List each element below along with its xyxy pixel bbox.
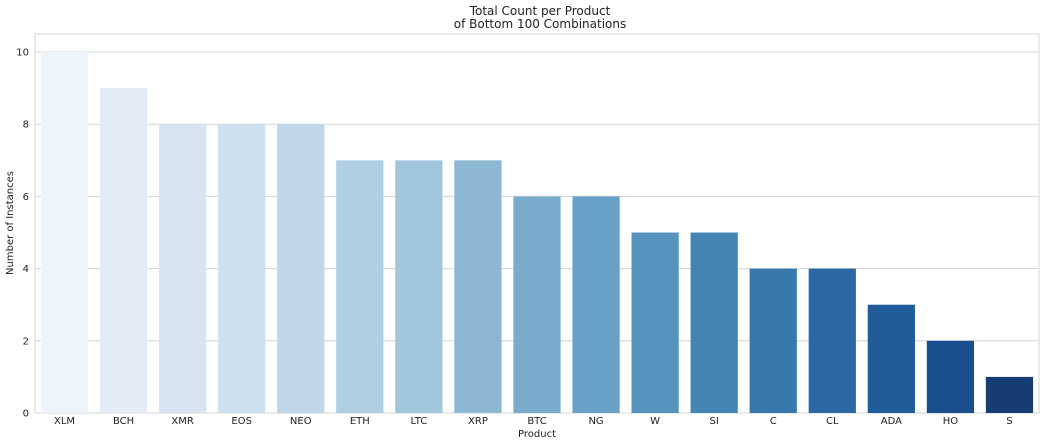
x-tick-label-xmr: XMR [171, 416, 193, 427]
bar-cl [808, 268, 856, 413]
bar-s [985, 376, 1034, 413]
x-tick-label-cl: CL [826, 416, 839, 427]
bar-c [749, 268, 797, 413]
bar-neo [277, 124, 325, 413]
bar-w [631, 232, 679, 413]
x-tick-label-w: W [650, 416, 660, 427]
x-tick-label-eos: EOS [231, 416, 252, 427]
x-tick-label-ng: NG [588, 416, 603, 427]
bar-btc [513, 196, 561, 413]
y-tick-label: 0 [23, 409, 29, 420]
x-tick-labels: XLM BCH XMR EOS NEO ETH LTC XRP BTC NG W SI C CL ADA HO… [54, 416, 1013, 427]
x-tick-label-eth: ETH [350, 416, 370, 427]
x-tick-label-s: S [1006, 416, 1012, 427]
x-tick-label-btc: BTC [527, 416, 546, 427]
y-tick-label: 10 [16, 48, 29, 59]
x-tick-label-c: C [770, 416, 777, 427]
y-tick-label: 4 [23, 264, 29, 275]
y-axis-label: Number of Instances [5, 171, 16, 275]
bar-xlm [40, 52, 89, 414]
x-tick-label-ho: HO [943, 416, 959, 427]
bar-bch [99, 88, 148, 414]
x-axis-label: Product [518, 429, 556, 440]
bar-ltc [395, 160, 443, 413]
bar-ada [867, 304, 915, 413]
bar-eth [336, 160, 384, 413]
x-tick-label-si: SI [710, 416, 719, 427]
x-tick-label-bch: BCH [113, 416, 134, 427]
x-tick-label-xrp: XRP [468, 416, 488, 427]
x-tick-label-neo: NEO [290, 416, 312, 427]
y-tick-label: 6 [23, 192, 29, 203]
chart-title-line-2: of Bottom 100 Combinations [454, 17, 627, 31]
bar-xrp [454, 160, 502, 413]
bar-eos [218, 124, 266, 413]
x-tick-label-ada: ADA [881, 416, 902, 427]
y-tick-label: 8 [23, 120, 29, 131]
bar-si [690, 232, 738, 413]
bar-ng [572, 196, 620, 413]
x-tick-label-xlm: XLM [54, 416, 75, 427]
y-tick-labels: 0 2 4 6 8 10 [16, 48, 29, 420]
bars [40, 52, 1034, 414]
x-tick-label-ltc: LTC [411, 416, 428, 427]
chart-title-line-1: Total Count per Product [469, 4, 611, 18]
y-tick-label: 2 [23, 336, 29, 347]
bar-ho [926, 340, 975, 413]
bar-xmr [159, 124, 207, 413]
